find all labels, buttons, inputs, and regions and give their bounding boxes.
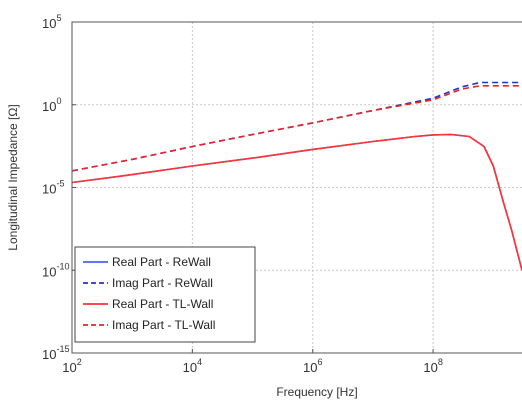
y-tick-label: 10-10 xyxy=(42,261,69,279)
y-tick-label: 10-15 xyxy=(42,344,69,362)
legend-entry: Imag Part - TL-Wall xyxy=(83,318,215,332)
y-tick-label: 10-5 xyxy=(42,179,64,197)
y-tick-labels: 10-15 10-10 10-5 100 105 xyxy=(42,13,69,362)
x-tick-label: 104 xyxy=(183,357,202,375)
x-axis-label: Frequency [Hz] xyxy=(276,385,357,399)
series-line-3 xyxy=(71,133,522,271)
x-tick-labels: 102 104 106 108 xyxy=(62,357,443,375)
tick-marks xyxy=(71,21,434,354)
x-tick-label: 106 xyxy=(303,357,322,375)
legend-label: Imag Part - ReWall xyxy=(112,276,213,290)
legend-label: Imag Part - TL-Wall xyxy=(112,318,215,332)
series-layer xyxy=(71,81,522,271)
series-line-4 xyxy=(71,85,522,172)
y-tick-label: 100 xyxy=(42,96,61,114)
x-tick-label: 102 xyxy=(62,357,81,375)
legend: Real Part - ReWall Imag Part - ReWall Re… xyxy=(74,246,256,343)
y-axis-label: Longitudinal Impedance [Ω] xyxy=(6,104,20,250)
legend-entry: Imag Part - ReWall xyxy=(83,276,213,290)
y-tick-label: 105 xyxy=(42,13,61,31)
legend-entry: Real Part - ReWall xyxy=(83,255,211,269)
legend-label: Real Part - ReWall xyxy=(112,255,211,269)
legend-label: Real Part - TL-Wall xyxy=(112,297,213,311)
x-tick-label: 108 xyxy=(423,357,442,375)
legend-entry: Real Part - TL-Wall xyxy=(83,297,213,311)
